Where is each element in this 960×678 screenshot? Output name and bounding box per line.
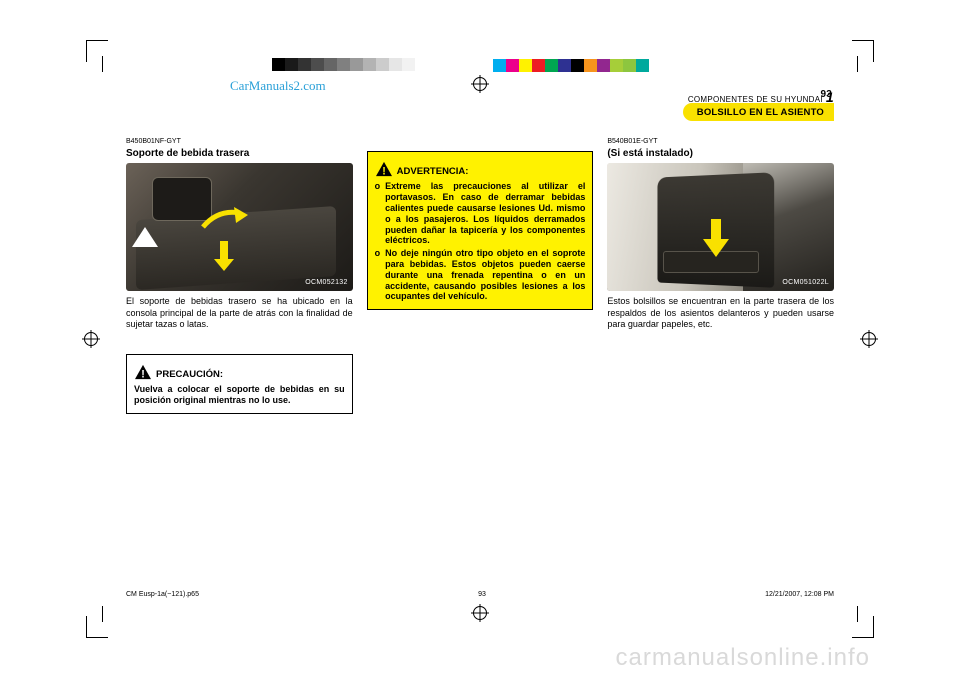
warning-item-text: Extreme las precauciones al utilizar el … [385, 181, 585, 246]
footer-right: 12/21/2007, 12:08 PM [765, 591, 834, 598]
registration-target-icon [862, 332, 876, 346]
warning-item: oExtreme las precauciones al utilizar el… [375, 181, 586, 246]
section-title: BOLSILLO EN EL ASIENTO [697, 107, 824, 118]
column-1: B450B01NF-GYT Soporte de bebida trasera … [126, 138, 353, 414]
body-text: El soporte de bebidas trasero se ha ubic… [126, 296, 353, 330]
content-columns: B450B01NF-GYT Soporte de bebida trasera … [126, 138, 834, 414]
body-text: Estos bolsillos se encuentran en la part… [607, 296, 834, 330]
heading: Soporte de bebida trasera [126, 148, 353, 161]
footer-left: CM Eusp-1a(~121).p65 [126, 591, 199, 598]
registration-left [84, 332, 98, 346]
registration-target-icon [473, 77, 487, 91]
crop-mark [102, 606, 112, 622]
warning-item-text: No deje ningún otro tipo objeto en el so… [385, 248, 585, 302]
watermark-bottom-text: carmanualsonline.info [616, 644, 870, 671]
warning-triangle-icon: ! [375, 161, 393, 177]
caution-title: PRECAUCIÓN: [156, 369, 223, 380]
arrow-icon [210, 241, 238, 277]
caution-box: ! PRECAUCIÓN: Vuelva a colocar el soport… [126, 354, 353, 414]
arrow-icon [130, 227, 160, 267]
arrow-icon [701, 217, 731, 257]
greyscale-bar [272, 58, 428, 71]
page-number: 93 [820, 89, 832, 100]
page-header: COMPONENTES DE SU HYUNDAI1 93 BOLSILLO E… [126, 90, 834, 118]
print-footer: CM Eusp-1a(~121).p65 93 12/21/2007, 12:0… [126, 591, 834, 598]
warning-triangle-icon: ! [134, 364, 152, 380]
warning-item: oNo deje ningún otro tipo objeto en el s… [375, 248, 586, 302]
registration-target-icon [473, 606, 487, 620]
color-bar [493, 59, 649, 72]
footer-center: 93 [478, 591, 486, 598]
registration-target-icon [84, 332, 98, 346]
section-band: 93 BOLSILLO EN EL ASIENTO [683, 103, 834, 121]
crop-mark [848, 606, 858, 622]
crop-mark [102, 56, 112, 72]
photo-seat-pocket: OCM051022L [607, 163, 834, 291]
bullet: o [375, 181, 381, 246]
bullet: o [375, 248, 381, 302]
page-content: COMPONENTES DE SU HYUNDAI1 93 BOLSILLO E… [126, 90, 834, 582]
ref-code: B540B01E-GYT [607, 138, 834, 147]
arrow-icon [198, 207, 248, 237]
svg-text:!: ! [141, 368, 145, 380]
crop-mark [848, 56, 858, 72]
column-3: B540B01E-GYT (Si está instalado) OCM0510… [607, 138, 834, 414]
photo-code: OCM051022L [782, 279, 829, 288]
column-2: ! ADVERTENCIA: oExtreme las precauciones… [367, 138, 594, 414]
warning-list: oExtreme las precauciones al utilizar el… [375, 181, 586, 302]
photo-rear-cupholder: OCM052132 [126, 163, 353, 291]
registration-right [862, 332, 876, 346]
registration-bottom [473, 606, 487, 620]
warning-title: ADVERTENCIA: [397, 166, 469, 177]
registration-top [311, 58, 649, 91]
svg-text:!: ! [382, 165, 386, 177]
warning-box: ! ADVERTENCIA: oExtreme las precauciones… [367, 151, 594, 310]
heading: (Si está instalado) [607, 148, 834, 161]
watermark-bottom: carmanualsonline.info [616, 644, 870, 672]
photo-code: OCM052132 [305, 279, 347, 288]
caution-text: Vuelva a colocar el soporte de bebidas e… [134, 384, 345, 406]
ref-code: B450B01NF-GYT [126, 138, 353, 147]
